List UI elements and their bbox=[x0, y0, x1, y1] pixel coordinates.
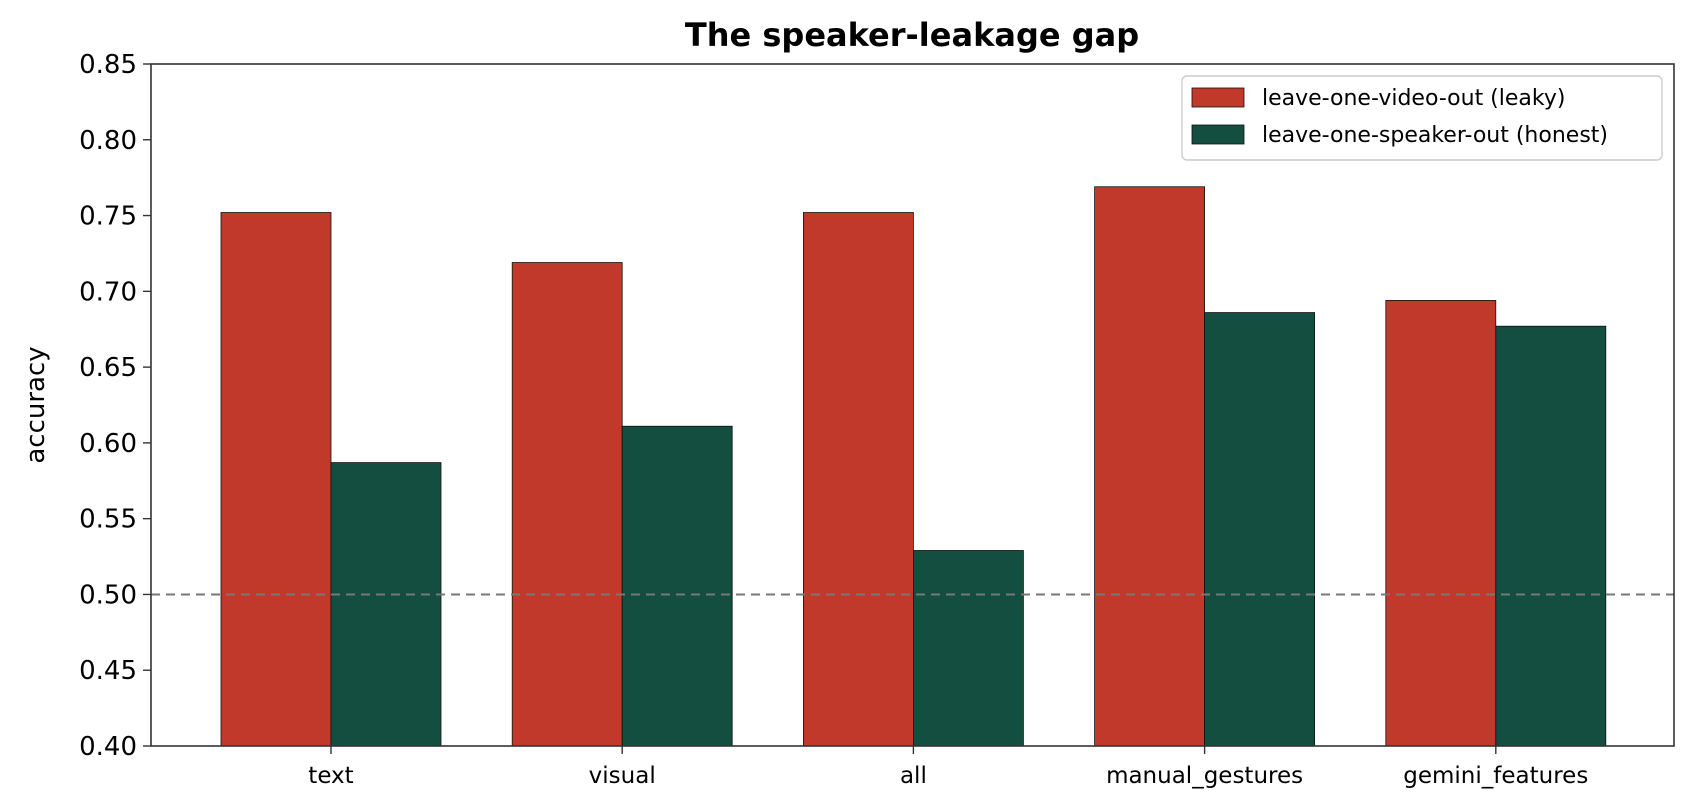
chart-title: The speaker-leakage gap bbox=[685, 16, 1139, 54]
y-tick-label: 0.55 bbox=[79, 505, 137, 535]
y-axis-label: accuracy bbox=[21, 346, 51, 463]
legend: leave-one-video-out (leaky) leave-one-spe… bbox=[1181, 75, 1663, 161]
bar-gemini_features-leaky bbox=[1385, 300, 1497, 747]
plot-area: 0.40 0.45 0.50 0.55 0.60 0.65 0.70 0.75 0.80 0.85… bbox=[79, 50, 1674, 789]
x-tick-label: all bbox=[900, 763, 927, 789]
x-tick-label: visual bbox=[589, 763, 656, 789]
bar-manual_gestures-honest bbox=[1204, 312, 1315, 747]
bar-all-leaky bbox=[803, 212, 914, 747]
y-tick-label: 0.80 bbox=[79, 126, 137, 156]
bar-manual_gestures-leaky bbox=[1094, 186, 1205, 747]
legend-swatch bbox=[1191, 87, 1245, 108]
plot-frame bbox=[150, 63, 1675, 747]
legend-box bbox=[1181, 75, 1663, 161]
bar-text-leaky bbox=[220, 212, 332, 747]
x-tick-label: text bbox=[308, 763, 353, 789]
y-tick-label: 0.60 bbox=[79, 429, 137, 459]
y-tick-label: 0.45 bbox=[79, 656, 137, 686]
x-tick-label: gemini_features bbox=[1403, 763, 1588, 789]
y-tick-label: 0.85 bbox=[79, 50, 137, 80]
legend-swatch bbox=[1191, 124, 1245, 145]
bar-gemini_features-honest bbox=[1495, 325, 1607, 747]
bar-all-honest bbox=[913, 550, 1024, 747]
bar-text-honest bbox=[330, 462, 442, 747]
bar-visual-honest bbox=[621, 425, 733, 747]
y-tick-label: 0.75 bbox=[79, 202, 137, 232]
y-tick-label: 0.65 bbox=[79, 353, 137, 383]
x-tick-label: manual_gestures bbox=[1106, 763, 1303, 789]
y-tick-label: 0.70 bbox=[79, 277, 137, 307]
legend-label: leave-one-video-out (leaky) bbox=[1262, 86, 1565, 111]
y-tick-label: 0.40 bbox=[79, 732, 137, 762]
bar-visual-leaky bbox=[511, 262, 623, 747]
legend-label: leave-one-speaker-out (honest) bbox=[1262, 123, 1608, 148]
y-tick-label: 0.50 bbox=[79, 580, 137, 610]
